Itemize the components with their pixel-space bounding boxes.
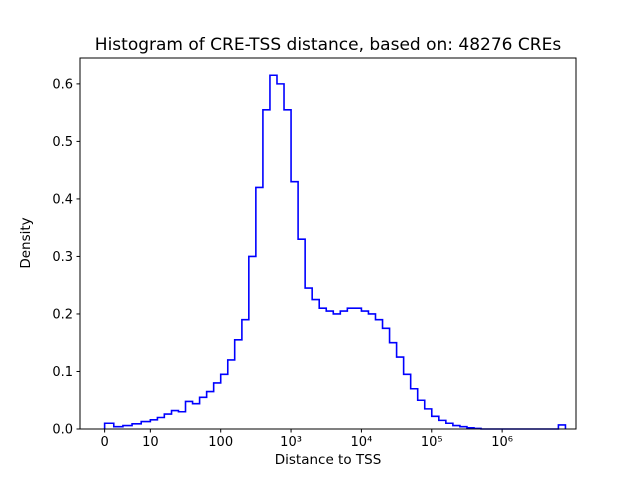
x-tick-label: 0 — [100, 435, 108, 450]
x-tick-label: 10⁴ — [351, 435, 373, 450]
y-tick-label: 0.6 — [52, 77, 73, 92]
x-tick-label: 10⁶ — [491, 435, 513, 450]
y-tick-label: 0.2 — [52, 307, 73, 322]
chart-title: Histogram of CRE-TSS distance, based on:… — [95, 35, 562, 55]
y-tick-label: 0.3 — [52, 250, 73, 265]
x-tick-label: 10⁵ — [421, 435, 443, 450]
x-axis: 0 10 100 10³ 10⁴ 10⁵ 10⁶ — [100, 429, 513, 450]
y-tick-label: 0.1 — [52, 365, 73, 380]
y-tick-label: 0.5 — [52, 135, 73, 150]
y-axis: 0.0 0.1 0.2 0.3 0.4 0.5 0.6 — [52, 77, 80, 438]
y-tick-label: 0.4 — [52, 192, 73, 207]
histogram-step-line — [103, 74, 567, 430]
y-tick-label: 0.0 — [52, 423, 73, 438]
x-tick-label: 100 — [208, 435, 233, 450]
y-axis-label: Density — [18, 217, 34, 268]
x-tick-label: 10³ — [280, 435, 302, 450]
x-axis-label: Distance to TSS — [275, 452, 382, 468]
plot-area-border — [79, 57, 577, 430]
x-tick-label: 10 — [142, 435, 159, 450]
